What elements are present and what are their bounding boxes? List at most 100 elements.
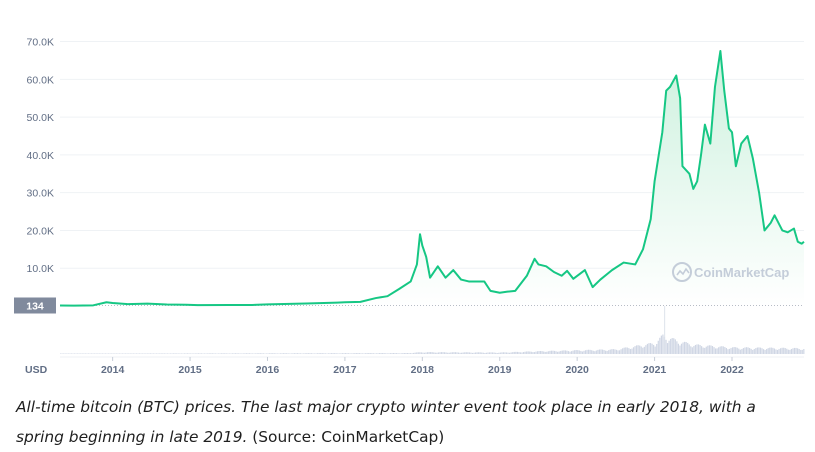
x-tick-label: 2019 (488, 364, 512, 376)
volume-bar (372, 353, 374, 354)
volume-bar (473, 352, 475, 354)
volume-bar (601, 349, 604, 354)
volume-bar (204, 353, 206, 354)
volume-bar (766, 348, 768, 354)
volume-bar (478, 352, 480, 354)
volume-bar (772, 347, 774, 354)
volume-bar (179, 353, 181, 354)
volume-bar (225, 353, 227, 354)
volume-bar (615, 349, 618, 354)
volume-bar (86, 353, 88, 354)
volume-bar (128, 353, 130, 354)
volume-bar (307, 353, 309, 354)
volume-bar (468, 352, 470, 354)
volume-bar (129, 353, 131, 354)
volume-bar (482, 352, 484, 354)
volume-bar (411, 353, 413, 354)
volume-bar (632, 347, 635, 354)
volume-bar (233, 353, 235, 354)
volume-bar (103, 353, 105, 354)
volume-bar (671, 338, 673, 354)
volume-bar (735, 347, 737, 354)
volume-bar (436, 352, 438, 354)
volume-bar (193, 353, 195, 354)
volume-bar (753, 348, 755, 354)
volume-bar (612, 349, 614, 354)
volume-bar (541, 351, 543, 354)
volume-bar (688, 344, 690, 354)
volume-bar (773, 348, 776, 354)
volume-bar (546, 351, 548, 354)
volume-bar (321, 353, 323, 354)
volume-bar (126, 353, 128, 354)
volume-bar (756, 347, 758, 354)
volume-bar (526, 351, 528, 354)
volume-bar (733, 347, 735, 354)
volume-bar (261, 353, 263, 354)
volume-bar (426, 352, 429, 354)
volume-bar (739, 349, 741, 354)
volume-bar (156, 353, 158, 354)
figure-caption: All-time bitcoin (BTC) prices. The last … (16, 392, 806, 452)
volume-bar (755, 348, 757, 354)
volume-bar (83, 353, 85, 354)
volume-bar (708, 345, 710, 354)
volume-bar (174, 353, 176, 354)
volume-bar (399, 353, 401, 354)
volume-bar (391, 353, 393, 354)
volume-bar (595, 350, 597, 354)
volume-bar (171, 353, 173, 354)
volume-bar (349, 353, 351, 354)
volume-bar (451, 352, 453, 354)
volume-bar (665, 339, 667, 354)
volume-bar (227, 353, 229, 354)
volume-bar (177, 353, 179, 354)
volume-bar (564, 350, 566, 354)
volume-bar (620, 349, 622, 354)
volume-bar (640, 346, 642, 354)
volume-bar (159, 353, 161, 354)
volume-bar (457, 352, 460, 354)
volume-bar (346, 353, 348, 354)
volume-bar (586, 349, 588, 354)
volume-bar (255, 353, 257, 354)
volume-bar (357, 353, 359, 354)
volume-bar (680, 343, 683, 354)
volume-bar (89, 353, 91, 354)
volume-bar (775, 349, 777, 354)
volume-bar (795, 347, 797, 354)
volume-bar (317, 353, 319, 354)
volume-bar (555, 351, 557, 354)
volume-bar (479, 352, 481, 354)
volume-bar (761, 348, 763, 354)
volume-bar (378, 353, 381, 354)
volume-bar (481, 352, 483, 354)
volume-bar (566, 350, 568, 354)
volume-bar (290, 353, 292, 354)
y-tick-label: 20.0K (27, 225, 54, 237)
volume-bar (527, 351, 529, 354)
volume-bar (570, 351, 573, 354)
volume-bar (501, 352, 503, 354)
volume-bar (730, 347, 732, 354)
y-tick-label: 60.0K (27, 74, 54, 86)
volume-bar (191, 353, 193, 354)
volume-bar (313, 353, 316, 354)
volume-bar (205, 353, 207, 354)
volume-bar (224, 353, 226, 354)
volume-bar (169, 353, 172, 354)
volume-bar (605, 350, 607, 354)
volume-bar (544, 351, 546, 354)
volume-bar (247, 353, 249, 354)
volume-bar (718, 347, 720, 354)
volume-bar (186, 353, 189, 354)
volume-bar (745, 347, 748, 354)
volume-bar (371, 353, 373, 354)
volume-bar (524, 351, 526, 354)
volume-bar (360, 353, 362, 354)
volume-bar (674, 339, 676, 354)
volume-bar (509, 352, 511, 354)
volume-bar (693, 346, 695, 354)
volume-bar (388, 353, 390, 354)
volume-bar (87, 353, 90, 354)
